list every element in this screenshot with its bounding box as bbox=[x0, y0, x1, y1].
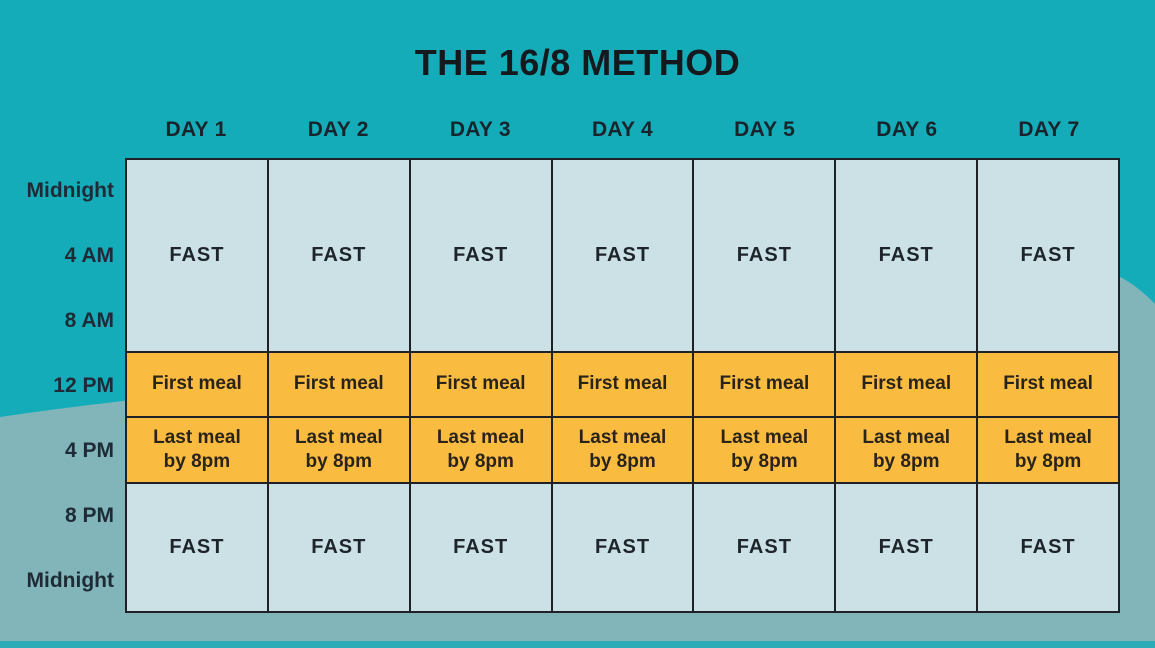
cell-fast-morning: FAST bbox=[552, 160, 693, 353]
cell-fast-morning: FAST bbox=[978, 160, 1119, 353]
cell-fast-morning: FAST bbox=[268, 160, 409, 353]
time-label-midnight-top: Midnight bbox=[26, 178, 114, 202]
cell-last-meal: Last meal by 8pm bbox=[978, 418, 1119, 484]
fast-label: FAST bbox=[878, 535, 934, 558]
day-column-6: FAST First meal Last meal by 8pm FAST bbox=[836, 160, 979, 612]
cell-fast-evening: FAST bbox=[552, 483, 693, 612]
day-header-1: DAY 1 bbox=[165, 118, 227, 141]
cell-fast-evening: FAST bbox=[694, 483, 835, 612]
cell-first-meal: First meal bbox=[836, 352, 977, 419]
day-column-2: FAST First meal Last meal by 8pm FAST bbox=[268, 160, 411, 612]
time-label-4am: 4 AM bbox=[64, 243, 114, 267]
cell-first-meal: First meal bbox=[552, 352, 693, 419]
last-meal-line2: by 8pm bbox=[447, 451, 514, 473]
fast-label: FAST bbox=[453, 535, 509, 558]
fast-label: FAST bbox=[594, 535, 651, 558]
page-title: THE 16/8 METHOD bbox=[414, 42, 741, 83]
fast-label: FAST bbox=[1020, 243, 1076, 266]
last-meal-line1: Last meal bbox=[862, 426, 951, 448]
cell-last-meal: Last meal by 8pm bbox=[694, 418, 835, 484]
cell-fast-evening: FAST bbox=[268, 483, 409, 612]
cell-fast-evening: FAST bbox=[978, 483, 1119, 612]
day-header-7: DAY 7 bbox=[1018, 118, 1080, 141]
time-label-midnight-bottom: Midnight bbox=[26, 568, 114, 592]
fast-label: FAST bbox=[311, 535, 367, 558]
day-column-7: FAST First meal Last meal by 8pm FAST bbox=[978, 160, 1119, 612]
fast-label: FAST bbox=[1020, 535, 1076, 558]
cell-fast-morning: FAST bbox=[694, 160, 835, 353]
day-column-3: FAST First meal Last meal by 8pm FAST bbox=[410, 160, 553, 612]
schedule-table: FAST First meal Last meal by 8pm FAST FAS… bbox=[125, 158, 1120, 613]
cell-last-meal: Last meal by 8pm bbox=[552, 418, 693, 484]
cell-first-meal: First meal bbox=[694, 352, 835, 419]
time-label-12pm: 12 PM bbox=[53, 373, 114, 397]
last-meal-line2: by 8pm bbox=[163, 451, 231, 473]
cell-fast-morning: FAST bbox=[127, 160, 267, 353]
bottom-accent-bar bbox=[0, 641, 1155, 648]
fast-label: FAST bbox=[311, 243, 367, 266]
day-header-4: DAY 4 bbox=[591, 118, 654, 141]
cell-last-meal: Last meal by 8pm bbox=[127, 418, 267, 484]
cell-fast-evening: FAST bbox=[410, 483, 551, 612]
time-label-8am: 8 AM bbox=[64, 308, 114, 332]
cell-first-meal: First meal bbox=[978, 352, 1119, 419]
last-meal-line1: Last meal bbox=[294, 426, 383, 448]
last-meal-line2: by 8pm bbox=[731, 451, 798, 473]
last-meal-line2: by 8pm bbox=[589, 451, 656, 473]
day-column-4: FAST First meal Last meal by 8pm FAST bbox=[552, 160, 695, 612]
cell-first-meal: First meal bbox=[127, 352, 267, 419]
fast-label: FAST bbox=[878, 243, 934, 266]
first-meal-label: First meal bbox=[719, 373, 810, 395]
cell-last-meal: Last meal by 8pm bbox=[268, 418, 409, 484]
last-meal-line1: Last meal bbox=[1004, 426, 1092, 448]
fast-label: FAST bbox=[169, 535, 225, 558]
fast-label: FAST bbox=[594, 243, 651, 266]
last-meal-line2: by 8pm bbox=[1014, 451, 1082, 473]
first-meal-label: First meal bbox=[861, 373, 952, 395]
cell-fast-evening: FAST bbox=[127, 483, 267, 612]
time-label-8pm: 8 PM bbox=[64, 503, 114, 527]
cell-first-meal: First meal bbox=[268, 352, 409, 419]
day-header-row: DAY 1 DAY 2 DAY 3 DAY 4 DAY 5 DAY 6 DAY … bbox=[125, 113, 1120, 147]
day-column-1: FAST First meal Last meal by 8pm FAST bbox=[127, 160, 269, 612]
day-header-6: DAY 6 bbox=[876, 118, 938, 141]
day-header-5: DAY 5 bbox=[734, 118, 796, 141]
cell-first-meal: First meal bbox=[410, 352, 551, 419]
last-meal-line1: Last meal bbox=[578, 426, 667, 448]
last-meal-line1: Last meal bbox=[153, 426, 241, 448]
last-meal-line1: Last meal bbox=[720, 426, 809, 448]
fast-label: FAST bbox=[736, 535, 792, 558]
last-meal-line2: by 8pm bbox=[305, 451, 373, 473]
time-axis: Midnight 4 AM 8 AM 12 PM 4 PM 8 PM Midni… bbox=[0, 158, 114, 613]
first-meal-label: First meal bbox=[1003, 373, 1093, 395]
day-header-3: DAY 3 bbox=[449, 118, 511, 141]
time-label-4pm: 4 PM bbox=[64, 438, 114, 462]
cell-fast-morning: FAST bbox=[836, 160, 977, 353]
last-meal-line1: Last meal bbox=[436, 426, 525, 448]
cell-last-meal: Last meal by 8pm bbox=[410, 418, 551, 484]
first-meal-label: First meal bbox=[293, 373, 384, 395]
cell-fast-morning: FAST bbox=[410, 160, 551, 353]
fast-label: FAST bbox=[736, 243, 792, 266]
first-meal-label: First meal bbox=[577, 373, 668, 395]
cell-last-meal: Last meal by 8pm bbox=[836, 418, 977, 484]
fast-label: FAST bbox=[453, 243, 509, 266]
last-meal-line2: by 8pm bbox=[872, 451, 940, 473]
day-column-5: FAST First meal Last meal by 8pm FAST bbox=[694, 160, 837, 612]
first-meal-label: First meal bbox=[152, 373, 242, 395]
first-meal-label: First meal bbox=[435, 373, 526, 395]
day-header-2: DAY 2 bbox=[307, 118, 369, 141]
cell-fast-evening: FAST bbox=[836, 483, 977, 612]
fast-label: FAST bbox=[169, 243, 225, 266]
